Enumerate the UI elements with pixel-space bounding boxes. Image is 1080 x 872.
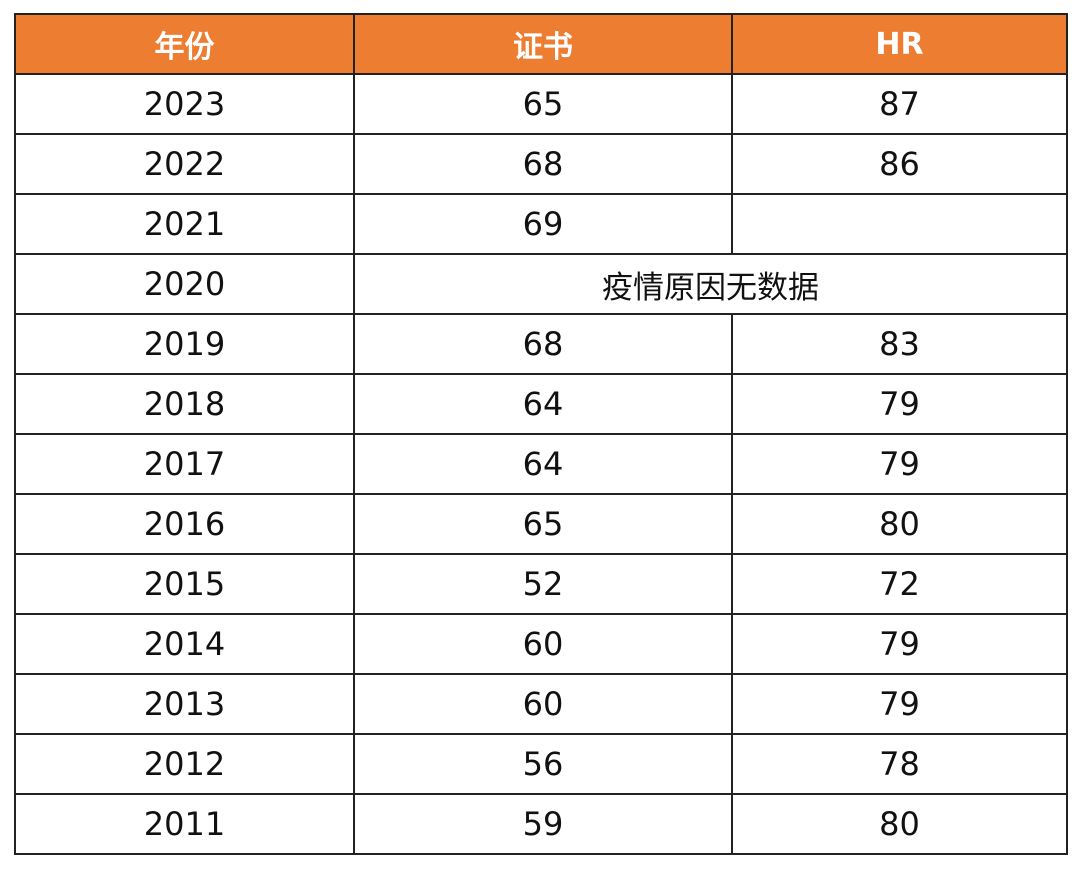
cert-cell: 69 [353,193,733,255]
cert-cell: 52 [353,553,733,615]
year-cell: 2012 [14,733,355,795]
data-table: 年份 证书 HR 2023 65 87 2022 68 86 2021 69 2… [14,13,1068,855]
table-row: 2011 59 80 [14,793,1068,855]
column-header-hr: HR [731,13,1068,75]
table-row: 2015 52 72 [14,553,1068,615]
table-body: 2023 65 87 2022 68 86 2021 69 2020 疫情原因无… [14,73,1068,855]
table-row: 2022 68 86 [14,133,1068,195]
year-cell: 2011 [14,793,355,855]
hr-cell: 72 [731,553,1068,615]
cert-cell: 60 [353,673,733,735]
table-row: 2016 65 80 [14,493,1068,555]
hr-cell: 79 [731,673,1068,735]
year-cell: 2021 [14,193,355,255]
hr-cell [731,193,1068,255]
table-row: 2019 68 83 [14,313,1068,375]
table-row: 2021 69 [14,193,1068,255]
column-header-year: 年份 [14,13,355,75]
cert-cell: 60 [353,613,733,675]
column-header-cert: 证书 [353,13,733,75]
table-row: 2018 64 79 [14,373,1068,435]
hr-cell: 80 [731,493,1068,555]
cert-cell: 65 [353,493,733,555]
year-cell: 2023 [14,73,355,135]
year-cell: 2022 [14,133,355,195]
cert-cell: 68 [353,313,733,375]
cert-cell: 65 [353,73,733,135]
table-row: 2012 56 78 [14,733,1068,795]
hr-cell: 87 [731,73,1068,135]
cert-cell: 64 [353,373,733,435]
hr-cell: 80 [731,793,1068,855]
year-cell: 2013 [14,673,355,735]
cert-cell: 56 [353,733,733,795]
cert-cell: 59 [353,793,733,855]
year-cell: 2015 [14,553,355,615]
table-row: 2017 64 79 [14,433,1068,495]
table-row: 2013 60 79 [14,673,1068,735]
year-cell: 2018 [14,373,355,435]
table-row: 2023 65 87 [14,73,1068,135]
hr-cell: 79 [731,613,1068,675]
hr-cell: 83 [731,313,1068,375]
hr-cell: 86 [731,133,1068,195]
hr-cell: 79 [731,373,1068,435]
table-row: 2020 疫情原因无数据 [14,253,1068,315]
year-cell: 2017 [14,433,355,495]
cert-cell: 64 [353,433,733,495]
no-data-note-cell: 疫情原因无数据 [353,253,1068,315]
year-cell: 2020 [14,253,355,315]
year-cell: 2016 [14,493,355,555]
hr-cell: 79 [731,433,1068,495]
table-header: 年份 证书 HR [14,13,1068,75]
table-row: 2014 60 79 [14,613,1068,675]
cert-cell: 68 [353,133,733,195]
year-cell: 2014 [14,613,355,675]
header-row: 年份 证书 HR [14,13,1068,75]
hr-cell: 78 [731,733,1068,795]
year-cell: 2019 [14,313,355,375]
